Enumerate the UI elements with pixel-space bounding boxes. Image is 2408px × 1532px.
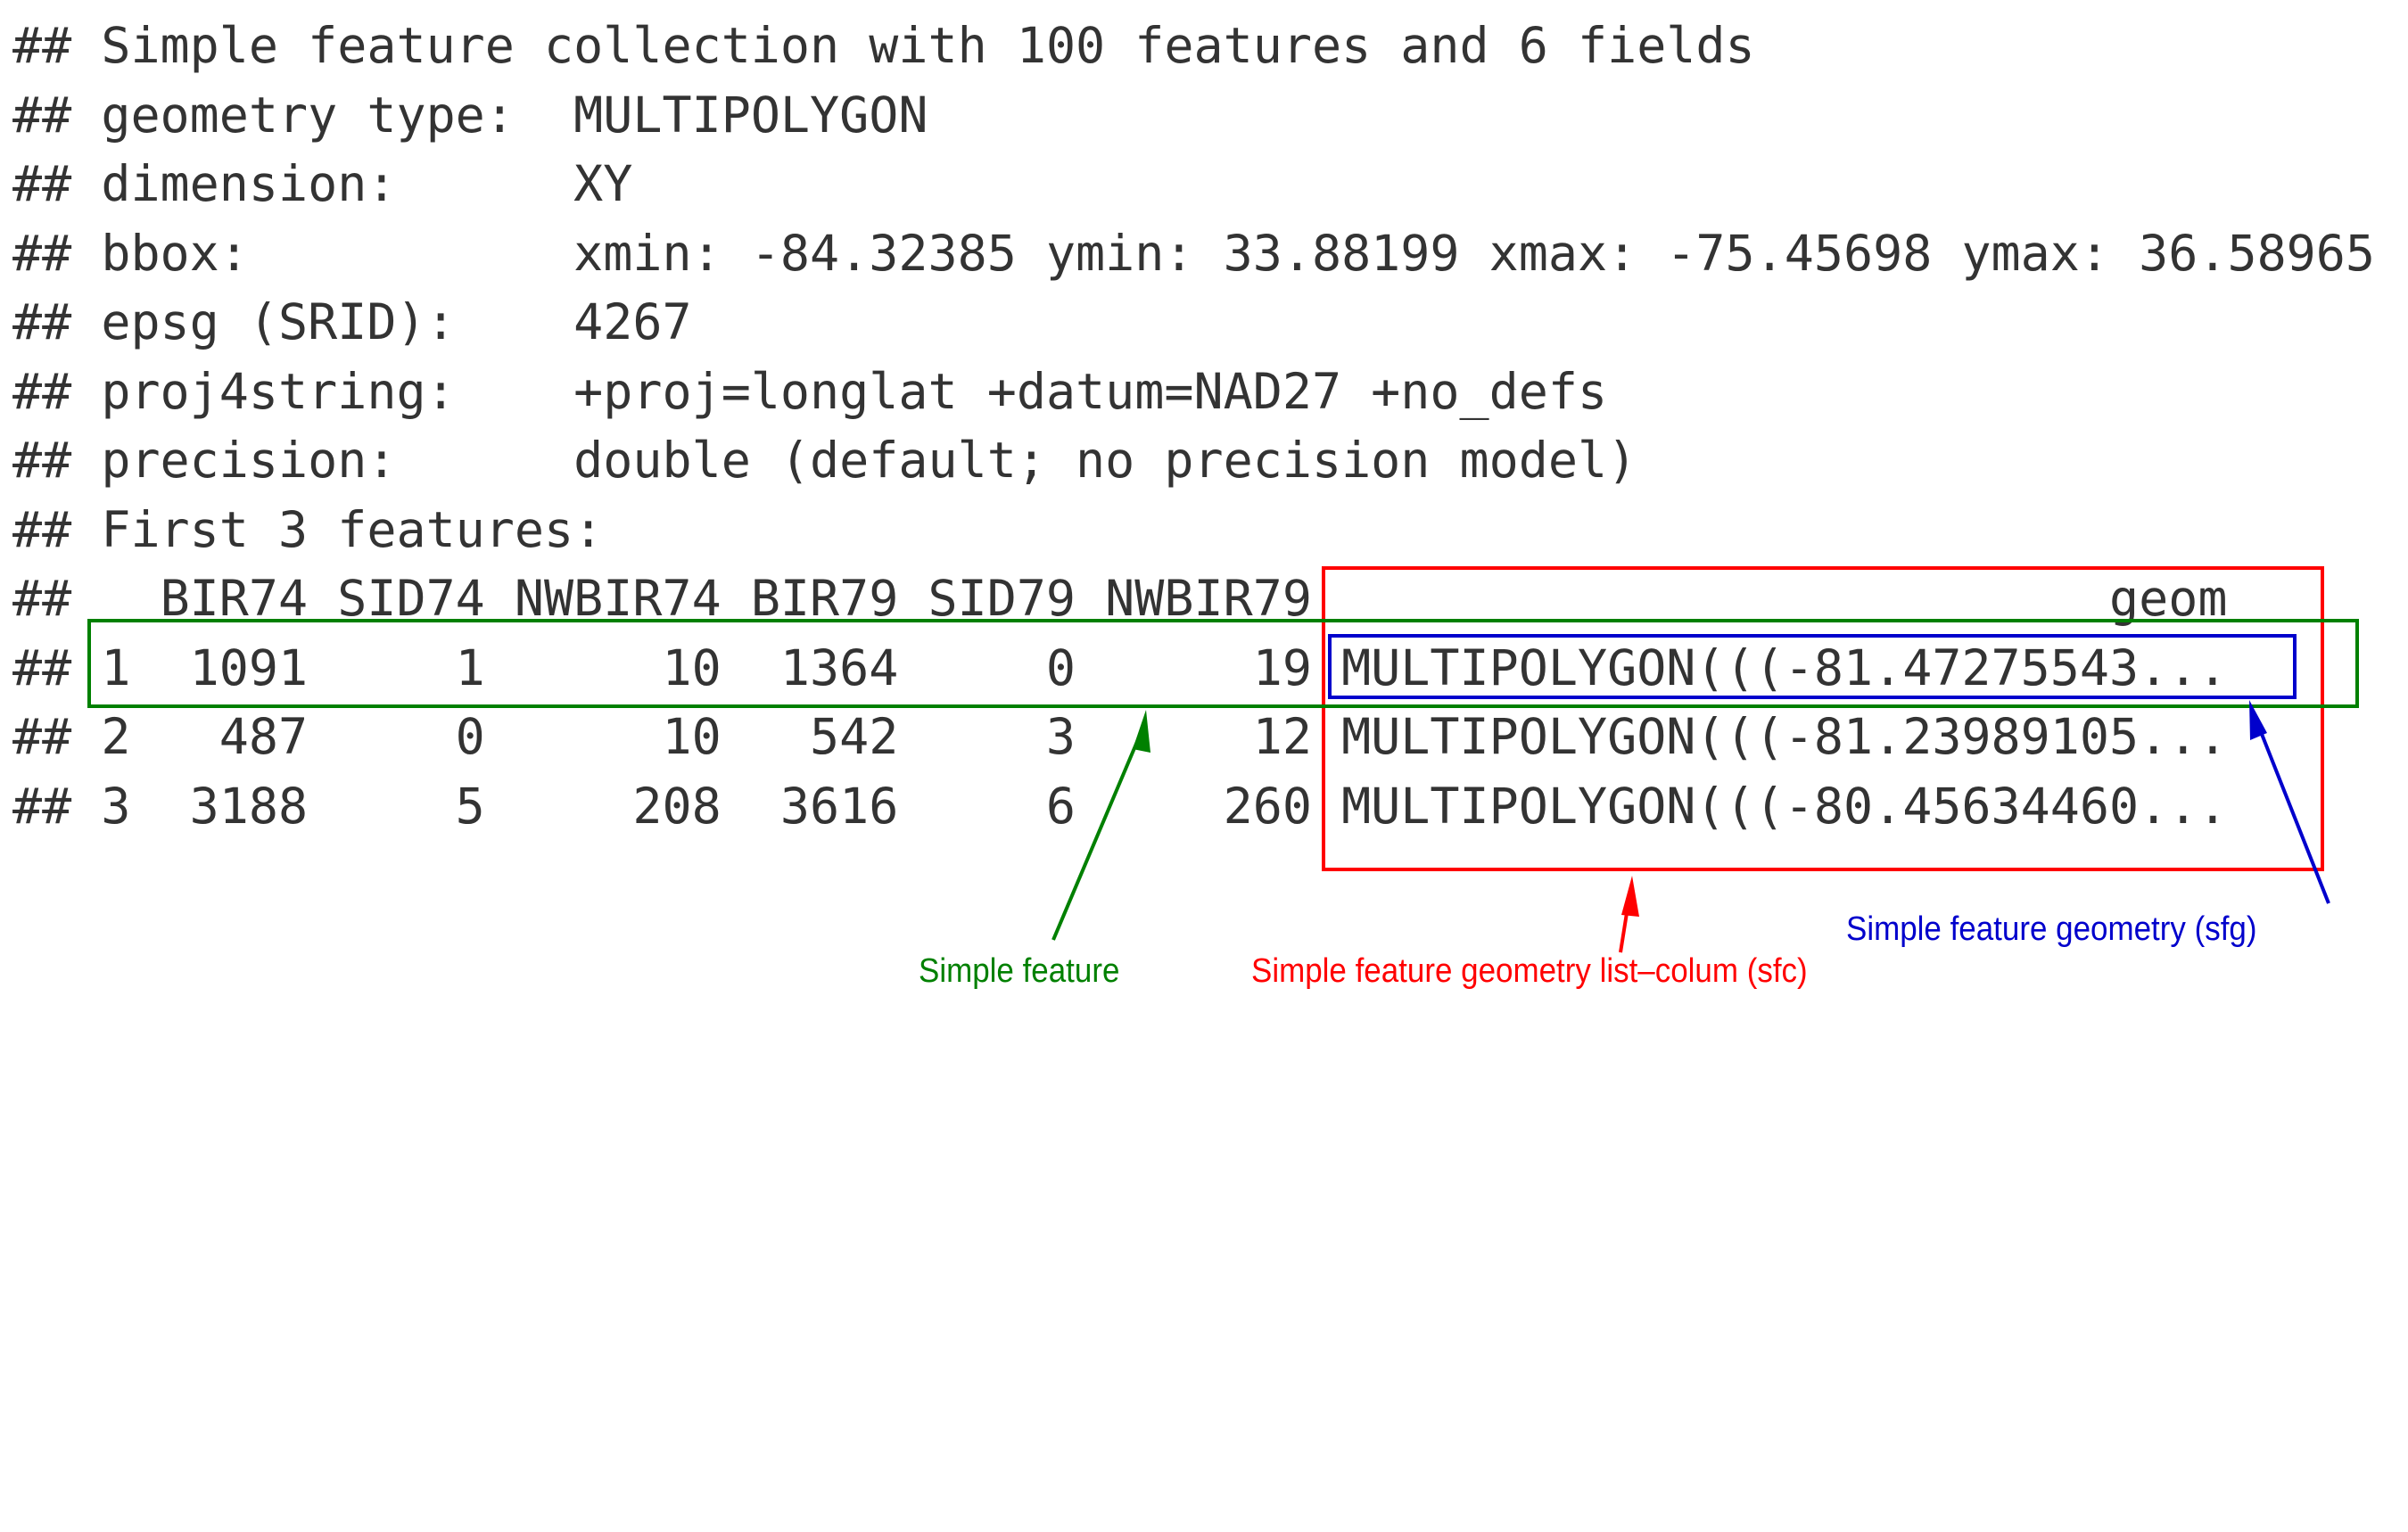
meta-value: XY [573,155,633,212]
cell: 260 [1223,777,1312,835]
geom-cell: MULTIPOLYGON(((-81.23989105... [1341,708,2228,765]
simple-feature-label: Simple feature [919,952,1120,990]
column-header: BIR79 [750,570,899,627]
column-header: NWBIR79 [1105,570,1312,627]
meta-value: xmin: -84.32385 ymin: 33.88199 xmax: -75… [573,224,2376,282]
meta-key: dimension: [101,155,397,212]
sfc-box [1322,566,2324,871]
sfc-label: Simple feature geometry list–colum (sfc) [1251,952,1808,990]
simple-feature-arrow [1051,710,1150,941]
cell: 3188 [189,777,309,835]
geom-cell: MULTIPOLYGON(((-80.45634460... [1341,777,2228,835]
row-id: 2 [101,708,131,765]
cell: 1091 [189,638,309,696]
prompt: ## [12,708,72,765]
prompt: ## [12,86,72,144]
cell: 6 [1045,777,1076,835]
meta-key: precision: [101,432,397,489]
meta-key: geometry type: [101,86,515,144]
prompt: ## [12,224,72,282]
sfg-label: Simple feature geometry (sfg) [1846,910,2257,948]
meta-proj4string: ## proj4string: +proj=longlat +datum=NAD27… [12,358,2408,427]
cell: 1 [455,638,485,696]
row-id: 3 [101,777,131,835]
meta-value: 4267 [573,293,692,350]
column-header-geom: geom [2108,570,2228,627]
row-id: 1 [101,638,131,696]
cell: 487 [219,708,309,765]
meta-dimension: ## dimension: XY [12,150,2408,219]
meta-key: bbox: [101,224,249,282]
table-row: ## 3 3188 5 208 3616 6 260 MULTIPOLYGON(… [12,772,2408,842]
column-header: SID74 [337,570,485,627]
cell: 10 [662,638,722,696]
annotation-overlay [87,566,2359,953]
summary-line: ## Simple feature collection with 100 fea… [12,12,2408,81]
sfg-box [1328,634,2297,699]
prompt: ## [12,777,72,835]
prompt: ## [12,638,72,696]
meta-value: MULTIPOLYGON [573,86,928,144]
cell: 0 [455,708,485,765]
meta-precision: ## precision: double (default; no precisio… [12,426,2408,496]
table-row: ## 2 487 0 10 542 3 12 MULTIPOLYGON(((-8… [12,703,2408,772]
column-header: NWBIR74 [514,570,722,627]
features-heading: ## First 3 features: [12,496,2408,565]
cell: 0 [1045,638,1076,696]
cell: 19 [1252,638,1312,696]
summary-text: Simple feature collection with 100 featu… [101,17,1755,74]
meta-value: +proj=longlat +datum=NAD27 +no_defs [573,362,1608,420]
features-heading-text: First 3 features: [101,500,604,558]
meta-key: epsg (SRID): [101,293,456,350]
geom-cell: MULTIPOLYGON(((-81.47275543... [1341,638,2228,696]
cell: 10 [662,708,722,765]
column-header: SID79 [928,570,1076,627]
sfc-arrow [1619,876,1639,953]
meta-bbox: ## bbox: xmin: -84.32385 ymin: 33.88199 xm… [12,219,2408,289]
sfg-arrow [2249,700,2330,904]
meta-epsg: ## epsg (SRID): 4267 [12,288,2408,358]
cell: 1364 [779,638,899,696]
prompt: ## [12,155,72,212]
prompt: ## [12,570,72,627]
cell: 542 [810,708,899,765]
prompt: ## [12,500,72,558]
prompt: ## [12,432,72,489]
cell: 3 [1045,708,1076,765]
cell: 5 [455,777,485,835]
table-header: ## BIR74 SID74 NWBIR74 BIR79 SID79 NWBIR… [12,564,2408,634]
cell: 12 [1252,708,1312,765]
prompt: ## [12,17,72,74]
meta-value: double (default; no precision model) [573,432,1637,489]
cell: 3616 [779,777,899,835]
simple-feature-box [87,619,2359,708]
meta-geometry-type: ## geometry type: MULTIPOLYGON [12,81,2408,151]
prompt: ## [12,362,72,420]
table-row: ## 1 1091 1 10 1364 0 19 MULTIPOLYGON(((… [12,634,2408,704]
meta-key: proj4string: [101,362,456,420]
cell: 208 [632,777,722,835]
prompt: ## [12,293,72,350]
column-header: BIR74 [160,570,309,627]
